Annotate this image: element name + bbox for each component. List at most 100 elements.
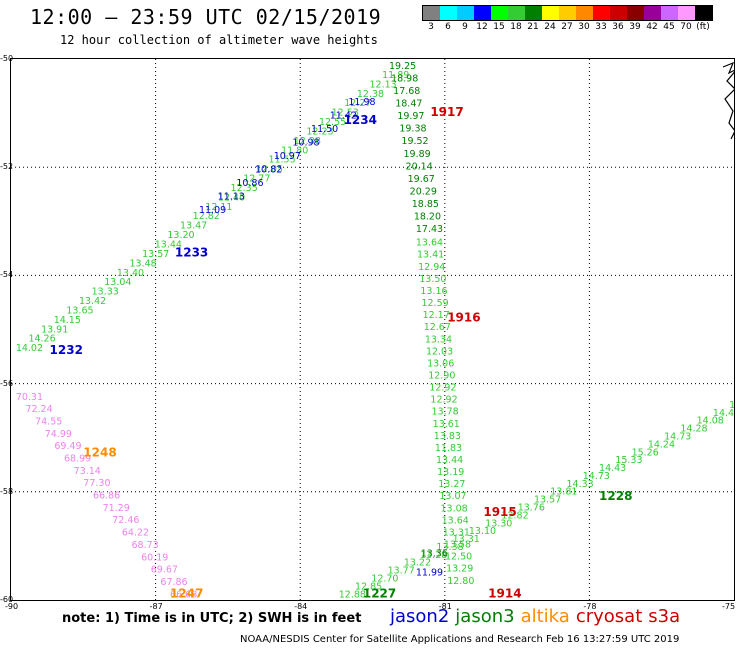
x-tick-label: -75 xyxy=(722,602,736,611)
swh-value: 72.24 xyxy=(25,404,52,415)
swh-value: 13.83 xyxy=(434,431,461,442)
y-tick-label: -58 xyxy=(0,486,14,496)
swh-value: 13.07 xyxy=(439,491,466,502)
swh-value: 13.28 xyxy=(420,550,447,561)
swh-value: 74.55 xyxy=(35,417,62,428)
swh-value: 11.55 xyxy=(268,155,295,166)
legend-swatch xyxy=(644,6,661,20)
swh-value: 14.73 xyxy=(583,471,610,482)
y-tick-label: -52 xyxy=(0,162,14,172)
satellite-legend: jason2 jason3 altika cryosat s3a xyxy=(390,606,686,627)
swh-value: 66.68 xyxy=(170,589,197,600)
swh-value: 12.92 xyxy=(429,383,456,394)
swh-value: 19.52 xyxy=(401,136,428,147)
swh-value: 11.89 xyxy=(382,70,409,81)
swh-value: 13.44 xyxy=(436,455,463,466)
pass-time-label: 1916 xyxy=(447,310,480,324)
swh-value: 11.99 xyxy=(416,568,443,579)
legend-label: 21 xyxy=(527,22,539,32)
swh-value: 11.42 xyxy=(330,111,357,122)
swh-value: 13.64 xyxy=(442,515,469,526)
swh-value: 11.83 xyxy=(435,443,462,454)
swh-value: 12.94 xyxy=(418,262,445,273)
legend-label: 42 xyxy=(646,22,658,32)
swh-value: 66.86 xyxy=(93,491,120,502)
swh-value: 13.57 xyxy=(142,249,169,260)
pass-time-label: 1227 xyxy=(363,586,396,600)
swh-value: 13.34 xyxy=(425,334,452,345)
pass-time-label: 1234 xyxy=(344,113,377,127)
swh-value: 13.10 xyxy=(469,526,496,537)
swh-value: 12.38 xyxy=(357,89,384,100)
swh-value: 10.82 xyxy=(255,165,282,176)
swh-value: 12.77 xyxy=(243,174,270,185)
pass-time-label: 1915 xyxy=(483,505,516,519)
swh-value: 13.64 xyxy=(416,238,443,249)
swh-value: 13.58 xyxy=(444,540,471,551)
legend-label: 3 xyxy=(428,22,434,32)
swh-value: 13.19 xyxy=(437,467,464,478)
swh-value: 72.46 xyxy=(112,515,139,526)
swh-value: 69.67 xyxy=(151,565,178,576)
swh-value: 10.97 xyxy=(274,151,301,162)
swh-value: 13.22 xyxy=(404,558,431,569)
swh-value: 11.50 xyxy=(311,124,338,135)
swh-value: 12.05 xyxy=(256,164,283,175)
swh-value: 13.29 xyxy=(446,564,473,575)
swh-value: 19.25 xyxy=(389,61,416,72)
swh-value: 12.11 xyxy=(205,202,232,213)
legend-swatch xyxy=(678,6,695,20)
swh-value: 13.47 xyxy=(180,221,207,232)
legend-swatch xyxy=(695,6,712,20)
swh-value: 12.53 xyxy=(332,108,359,119)
swh-value: 13.16 xyxy=(420,286,447,297)
swh-value: 17.43 xyxy=(416,224,443,235)
note-prefix: note: xyxy=(62,611,101,626)
swh-value: 11.80 xyxy=(281,145,308,156)
track-jason3-descending-top: 17.5819.2518.9817.6818.4719.9719.3819.52… xyxy=(387,48,443,235)
coastline-path xyxy=(722,61,738,140)
x-tick-label: -84 xyxy=(294,602,308,611)
coastline xyxy=(722,61,738,140)
swh-value: 12.35 xyxy=(231,183,258,194)
legend-swatch xyxy=(610,6,627,20)
pass-time-label: 1917 xyxy=(430,105,463,119)
legend-swatch xyxy=(508,6,525,20)
y-tick-label: -54 xyxy=(0,270,14,280)
satellite-jason3: jason3 xyxy=(455,606,515,627)
swh-value: 13.06 xyxy=(427,358,454,369)
swh-value: 13.78 xyxy=(432,407,459,418)
swh-value: 13.33 xyxy=(92,287,119,298)
legend-swatch xyxy=(474,6,491,20)
swh-value: 64.22 xyxy=(122,528,149,539)
pass-time-label: 1247 xyxy=(170,586,203,600)
swh-value: 11.13 xyxy=(218,192,245,203)
y-tick-label: -56 xyxy=(0,378,14,388)
track-jason3-descending-bottom: 13.6413.4112.9413.5013.1612.5912.1712.67… xyxy=(416,238,475,587)
swh-value: 13.50 xyxy=(419,274,446,285)
swh-value: 13.04 xyxy=(104,277,131,288)
swh-value: 70.31 xyxy=(16,392,43,403)
y-tick-label: -50 xyxy=(0,54,14,63)
swh-value: 13.61 xyxy=(433,419,460,430)
swh-value: 14.28 xyxy=(680,424,707,435)
map-plot-area: 14.02 14.26 13.91 14.15 13.65 13.42 13.33 13.04… xyxy=(10,48,740,601)
legend-swatch xyxy=(576,6,593,20)
legend-label: 12 xyxy=(476,22,488,32)
swh-value: 12.59 xyxy=(421,298,448,309)
legend-swatch xyxy=(593,6,610,20)
legend-label: 24 xyxy=(544,22,556,32)
swh-value: 68.73 xyxy=(132,540,159,551)
swh-value: 12.82 xyxy=(193,211,220,222)
swh-value: 19.38 xyxy=(399,124,426,135)
swh-value: 12.38 xyxy=(294,136,321,147)
x-tick-label: -87 xyxy=(149,602,163,611)
swh-value: 15.26 xyxy=(632,447,659,458)
pass-time-label: 1248 xyxy=(83,446,116,460)
swh-value: 10.98 xyxy=(292,138,319,149)
swh-value: 12.55 xyxy=(319,117,346,128)
swh-value: 13.31 xyxy=(443,527,470,538)
pass-time-label: 1233 xyxy=(175,245,208,259)
swh-value: 14.47 xyxy=(713,408,734,419)
swh-value: 18.47 xyxy=(395,99,422,110)
